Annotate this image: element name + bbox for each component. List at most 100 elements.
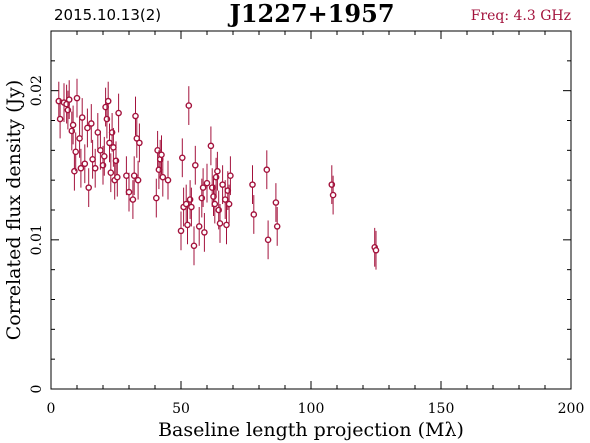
- point-marker: [152, 194, 160, 202]
- data-point: [77, 148, 85, 188]
- point-marker: [130, 172, 138, 179]
- data-point: [72, 132, 79, 172]
- x-tick-label: 150: [428, 401, 455, 417]
- x-tick-label: 200: [558, 401, 585, 417]
- data-point: [211, 184, 219, 224]
- x-tick-label: 50: [172, 401, 190, 417]
- data-point: [264, 220, 272, 260]
- point-marker: [215, 206, 222, 214]
- point-marker: [191, 161, 199, 169]
- data-point: [372, 230, 380, 270]
- data-point: [201, 212, 208, 252]
- point-marker: [104, 97, 112, 105]
- x-axis-label: Baseline length projection (Mλ): [158, 419, 464, 441]
- point-marker: [114, 173, 121, 181]
- data-point: [223, 205, 230, 245]
- tick-labels: 0 50 100 150 200 0 0.01 0.02: [29, 75, 584, 417]
- data-point: [159, 157, 167, 197]
- data-point: [85, 168, 92, 208]
- point-marker: [78, 114, 86, 121]
- data-point: [263, 150, 271, 190]
- data-point: [73, 78, 81, 118]
- point-marker: [110, 144, 117, 151]
- point-marker: [203, 179, 211, 187]
- x-tick-label: 0: [47, 401, 56, 417]
- point-marker: [210, 193, 217, 200]
- point-marker: [71, 167, 78, 175]
- point-marker: [272, 199, 280, 206]
- data-point: [101, 136, 108, 176]
- point-marker: [112, 157, 120, 165]
- data-point: [164, 160, 172, 200]
- data-point: [115, 93, 122, 133]
- point-marker: [201, 229, 208, 236]
- point-marker: [372, 246, 380, 254]
- point-marker: [188, 203, 195, 211]
- data-point: [272, 183, 280, 222]
- point-marker: [132, 112, 139, 120]
- point-marker: [56, 115, 64, 123]
- point-marker: [221, 196, 229, 203]
- data-point: [78, 98, 86, 137]
- point-marker: [185, 102, 193, 109]
- point-marker: [212, 173, 220, 181]
- data-point: [210, 177, 217, 216]
- point-marker: [94, 129, 102, 136]
- data-point: [125, 172, 133, 212]
- point-marker: [219, 181, 226, 188]
- data-point: [329, 175, 337, 215]
- y-tick-label: 0.02: [29, 75, 45, 106]
- x-tick-label: 100: [298, 401, 325, 417]
- point-marker: [264, 236, 272, 244]
- point-marker: [178, 154, 186, 162]
- data-point: [65, 80, 73, 120]
- point-marker: [72, 148, 79, 156]
- point-marker: [208, 184, 216, 191]
- point-marker: [55, 97, 63, 105]
- data-point: [250, 195, 258, 234]
- point-marker: [164, 176, 172, 184]
- data-point: [158, 135, 165, 175]
- data-point: [182, 184, 190, 224]
- data-point: [76, 119, 83, 158]
- axis-ticks: [50, 30, 572, 390]
- point-marker: [227, 172, 234, 179]
- data-point: [227, 156, 234, 196]
- point-marker: [214, 167, 221, 175]
- data-point: [185, 86, 193, 125]
- data-point: [195, 207, 203, 246]
- point-marker: [89, 155, 96, 163]
- point-marker: [115, 109, 122, 117]
- data-point: [55, 81, 63, 121]
- point-marker: [108, 129, 116, 136]
- data-point: [69, 105, 77, 145]
- point-marker: [184, 221, 191, 229]
- point-marker: [273, 223, 281, 230]
- data-point: [216, 204, 224, 243]
- data-point: [190, 226, 198, 266]
- data-point: [188, 187, 195, 227]
- point-marker: [76, 135, 83, 142]
- data-point: [221, 180, 229, 219]
- point-marker: [65, 96, 73, 103]
- data-point: [68, 111, 76, 151]
- data-point: [184, 205, 191, 245]
- point-marker: [73, 94, 81, 102]
- data-point: [134, 160, 142, 200]
- point-marker: [155, 166, 163, 174]
- point-marker: [97, 147, 104, 154]
- data-point: [132, 96, 139, 136]
- data-point: [207, 126, 215, 166]
- point-marker: [91, 164, 99, 172]
- data-point: [56, 99, 64, 139]
- point-marker: [99, 161, 107, 169]
- point-marker: [207, 142, 215, 150]
- data-point: [199, 168, 207, 208]
- data-point: [225, 184, 233, 224]
- point-marker: [249, 181, 256, 188]
- point-marker: [136, 139, 143, 147]
- point-marker: [223, 221, 230, 229]
- point-marker: [102, 103, 109, 111]
- data-point: [107, 153, 115, 193]
- point-marker: [69, 121, 77, 129]
